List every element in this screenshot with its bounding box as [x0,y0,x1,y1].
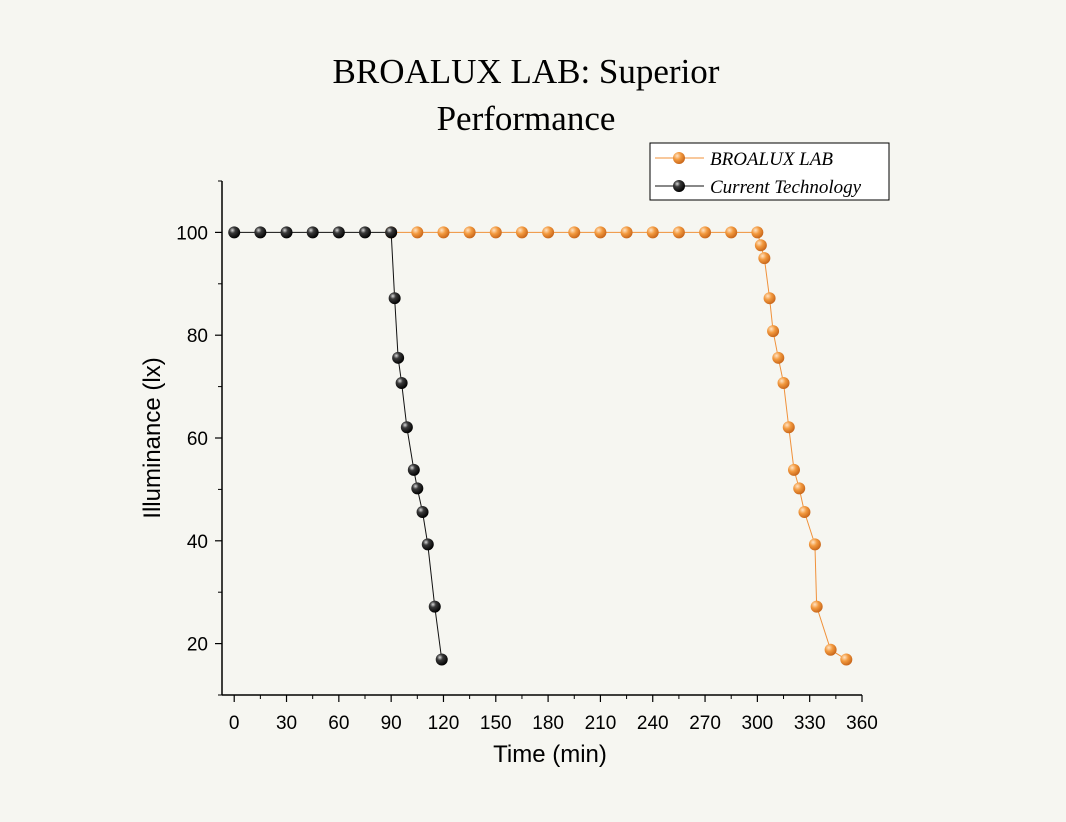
data-point [411,482,424,495]
chart-title-line-1: BROALUX LAB: Superior [333,52,720,91]
x-tick-label: 240 [637,713,669,734]
data-point [306,226,319,239]
data-point [542,226,555,239]
data-point [782,421,795,434]
data-point [798,506,811,519]
series-layer [228,226,853,666]
data-point [763,292,776,305]
legend: BROALUX LAB Current Technology [649,142,890,201]
x-tick-label: 270 [689,713,721,734]
data-point [787,463,800,476]
series-line [391,231,847,660]
data-point [463,226,476,239]
data-point [793,482,806,495]
data-point [699,226,712,239]
x-tick-label: 30 [276,713,297,734]
y-ticks: 20 40 60 80 100 [176,180,222,696]
data-point [754,239,767,252]
x-tick-label: 330 [794,713,826,734]
x-tick-label: 360 [846,713,878,734]
legend-entry-broalux: BROALUX LAB [655,149,833,170]
data-point [646,226,659,239]
data-point [385,226,398,239]
data-point [411,226,424,239]
x-tick-label: 180 [532,713,564,734]
chart-title-line-2: Performance [437,99,616,138]
data-point [395,377,408,390]
data-point [392,351,405,364]
x-tick-label: 120 [428,713,460,734]
legend-label-current: Current Technology [710,177,862,198]
data-point [568,226,581,239]
data-point [777,377,790,390]
series-1 [228,226,448,666]
data-point [810,600,823,613]
x-tick-label: 210 [585,713,617,734]
x-tick-label: 300 [742,713,774,734]
data-point [400,421,413,434]
legend-entry-current: Current Technology [655,177,862,198]
data-point [808,538,821,551]
axes: 0 30 60 90 120 150 180 210 240 270 300 330 360 20 40 6… [176,180,878,734]
data-point [751,226,764,239]
data-point [332,226,345,239]
data-point [388,292,401,305]
legend-label-broalux: BROALUX LAB [710,149,833,170]
legend-box [649,142,890,201]
data-point [772,351,785,364]
y-axis-label: Illuminance (lx) [139,357,166,518]
chart-title: BROALUX LAB: Superior Performance [333,52,720,138]
data-point [435,653,448,666]
data-point [594,226,607,239]
x-tick-label: 90 [381,713,402,734]
x-ticks: 0 30 60 90 120 150 180 210 240 270 300 330 360 [229,695,878,734]
y-tick-label: 60 [187,429,208,450]
series-line [234,231,443,660]
data-point [620,226,633,239]
data-point [767,325,780,338]
legend-marker-broalux [673,152,685,164]
data-point [407,463,420,476]
data-point [515,226,528,239]
data-point [254,226,267,239]
data-point [428,600,441,613]
series-0 [385,226,853,666]
data-point [280,226,293,239]
data-point [489,226,502,239]
data-point [416,506,429,519]
y-tick-label: 40 [187,532,208,553]
legend-marker-current [673,180,685,192]
data-point [228,226,241,239]
data-point [672,226,685,239]
data-point [358,226,371,239]
x-tick-label: 60 [328,713,349,734]
data-point [725,226,738,239]
x-tick-label: 150 [480,713,512,734]
x-tick-label: 0 [229,713,240,734]
y-tick-label: 80 [187,326,208,347]
data-point [840,653,853,666]
data-point [421,538,434,551]
y-tick-label: 100 [176,223,208,244]
data-point [824,643,837,656]
y-tick-label: 20 [187,635,208,656]
data-point [758,252,771,265]
x-axis-label: Time (min) [493,741,607,768]
data-point [437,226,450,239]
